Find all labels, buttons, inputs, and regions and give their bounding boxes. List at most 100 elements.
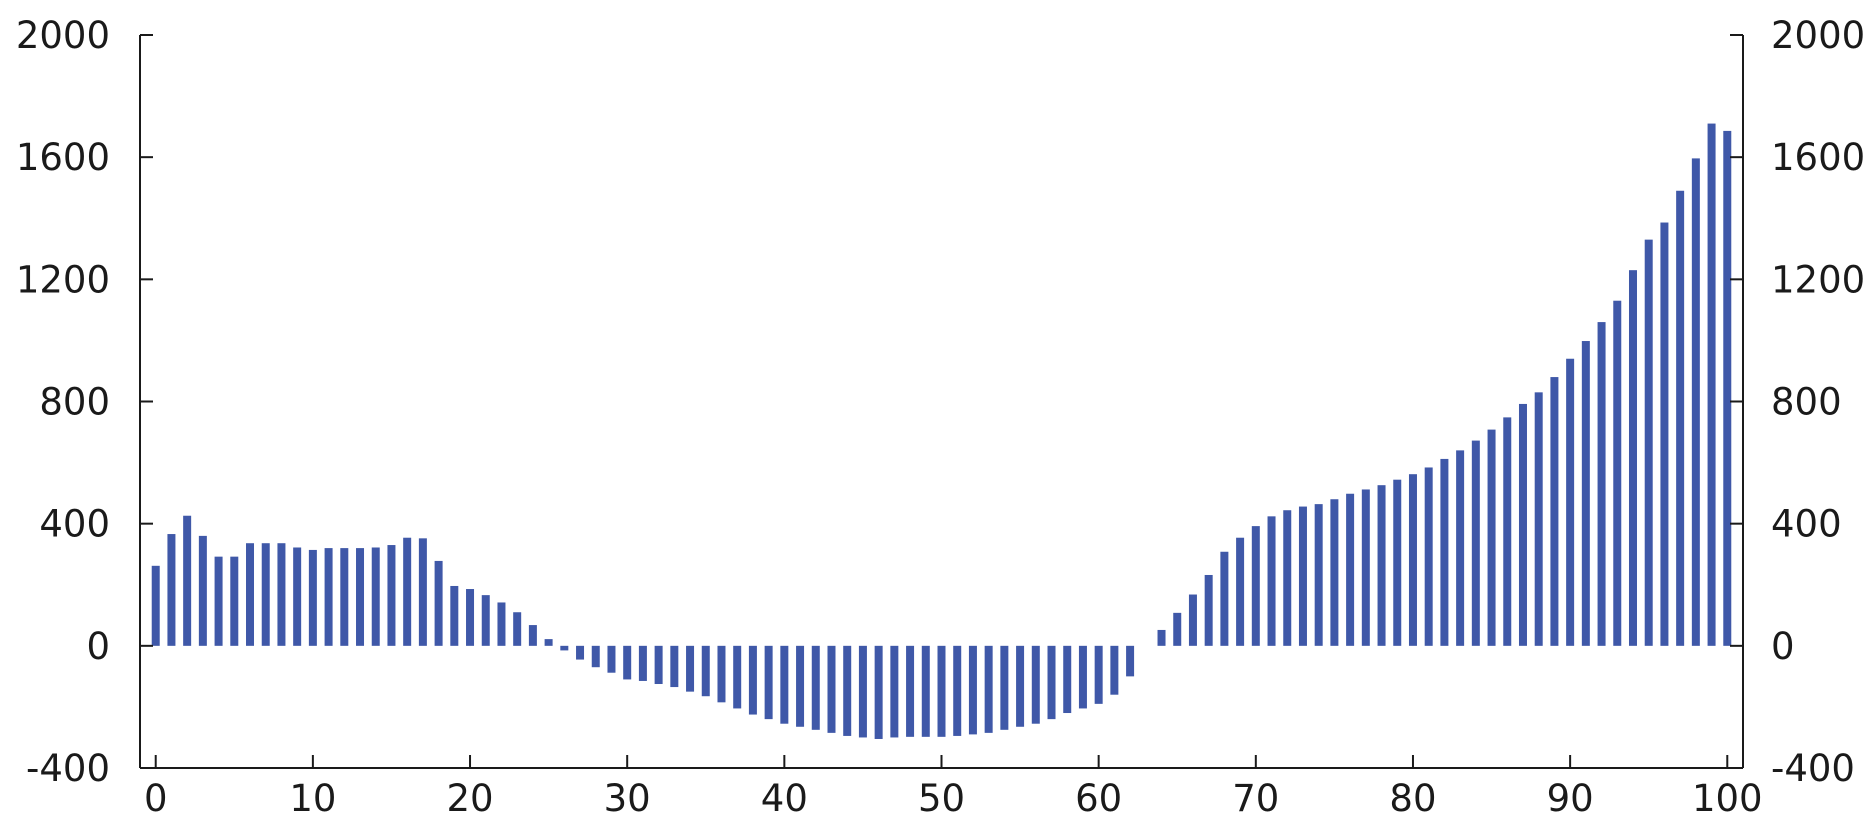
bar — [1424, 467, 1433, 646]
bar — [1157, 629, 1166, 646]
bar — [1188, 594, 1197, 646]
bar — [1676, 190, 1685, 646]
y-tick-label-right: 400 — [1771, 503, 1842, 546]
bar — [1047, 645, 1056, 720]
bar — [748, 645, 757, 715]
bar — [1487, 429, 1496, 646]
bar — [890, 645, 899, 738]
y-tick-label-left: 400 — [39, 503, 110, 546]
bar — [1534, 392, 1543, 646]
bar — [1204, 574, 1213, 646]
bar — [1644, 239, 1653, 646]
bar — [686, 645, 695, 692]
bar — [1550, 377, 1559, 646]
bar — [1723, 130, 1732, 646]
bar — [733, 645, 742, 709]
bar — [1031, 645, 1040, 724]
bar — [544, 639, 553, 646]
bar — [827, 645, 836, 733]
bar — [1440, 458, 1449, 646]
bar — [1613, 300, 1622, 646]
y-tick-label-right: 1200 — [1771, 258, 1865, 301]
bar — [717, 645, 726, 703]
bar — [1581, 341, 1590, 646]
bar — [1016, 645, 1025, 727]
bar — [167, 534, 176, 646]
x-tick-label: 80 — [1389, 777, 1436, 820]
bar — [764, 645, 773, 720]
bar — [277, 543, 286, 646]
axes: -4000400800120016002000-4000400800120016… — [16, 14, 1865, 820]
bar — [937, 645, 946, 737]
bar — [151, 565, 160, 646]
x-tick-label: 30 — [604, 777, 651, 820]
bar — [843, 645, 852, 736]
bar — [1110, 645, 1119, 695]
bar — [1346, 493, 1355, 646]
x-tick-label: 10 — [289, 777, 336, 820]
bar — [1518, 403, 1527, 646]
bar — [623, 645, 632, 680]
y-tick-label-left: 2000 — [16, 14, 110, 57]
bar — [371, 547, 380, 646]
bar — [418, 538, 427, 646]
bar — [214, 556, 223, 646]
bar — [1566, 358, 1575, 646]
bar — [528, 625, 537, 646]
bar — [450, 585, 459, 646]
bar — [434, 560, 443, 646]
bar — [497, 602, 506, 646]
bar — [1236, 537, 1245, 646]
bar — [1707, 123, 1716, 646]
bar — [874, 645, 883, 739]
bar — [1361, 489, 1370, 646]
bar — [701, 645, 710, 697]
bar — [324, 548, 333, 646]
bar — [670, 645, 679, 688]
bar — [1094, 645, 1103, 704]
bar — [1503, 417, 1512, 646]
bar — [293, 547, 302, 646]
bar — [1267, 516, 1276, 646]
bar — [183, 515, 192, 646]
bar — [1393, 479, 1402, 646]
bar — [340, 548, 349, 646]
y-tick-label-right: 2000 — [1771, 14, 1865, 57]
bar — [1408, 474, 1417, 646]
bar — [968, 645, 977, 735]
y-tick-label-left: 1600 — [16, 136, 110, 179]
x-tick-label: 90 — [1547, 777, 1594, 820]
bar — [1377, 485, 1386, 646]
y-tick-label-right: 1600 — [1771, 136, 1865, 179]
bar — [1000, 645, 1009, 730]
x-tick-label: 70 — [1232, 777, 1279, 820]
bar — [466, 589, 475, 646]
bar — [230, 556, 239, 646]
bar — [1078, 645, 1087, 709]
bar — [607, 645, 616, 673]
bar — [261, 543, 270, 646]
bar — [1126, 645, 1135, 677]
bar — [858, 645, 867, 738]
bar-series — [151, 123, 1732, 739]
bar — [1314, 504, 1323, 646]
bar — [906, 645, 915, 737]
bar — [1173, 612, 1182, 646]
bar — [356, 548, 365, 646]
bar — [403, 537, 412, 646]
y-tick-label-right: 800 — [1771, 381, 1842, 424]
bar — [387, 545, 396, 646]
bar — [1691, 158, 1700, 646]
x-tick-label: 40 — [761, 777, 808, 820]
bar — [921, 645, 930, 737]
bar — [654, 645, 663, 685]
bar — [1660, 222, 1669, 646]
x-tick-label: 20 — [446, 777, 493, 820]
bar — [1456, 450, 1465, 646]
bar — [576, 645, 585, 660]
bar — [1063, 645, 1072, 714]
bar — [560, 645, 569, 651]
y-tick-label-right: 0 — [1771, 625, 1795, 668]
